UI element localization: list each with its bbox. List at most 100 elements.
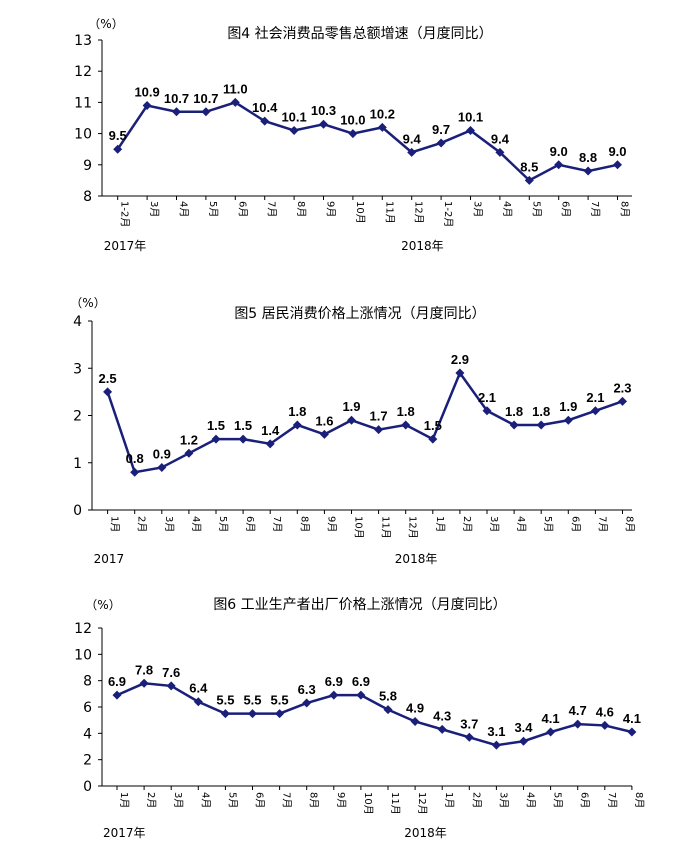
data-point	[491, 740, 501, 750]
x-tick-label: 8月	[633, 792, 645, 808]
data-label: 2.1	[478, 390, 496, 405]
x-tick-label: 8月	[619, 201, 631, 217]
y-tick-label: 11	[74, 95, 92, 111]
x-tick-label: 2月	[461, 516, 473, 532]
x-tick-label: 5月	[207, 201, 219, 217]
data-label: 10.2	[370, 106, 395, 121]
data-point	[428, 434, 438, 444]
x-tick-label: 12月	[413, 201, 425, 224]
data-point	[536, 420, 546, 430]
data-label: 0.8	[126, 451, 144, 466]
chart-title: 图5 居民消费价格上涨情况（月度同比）	[234, 306, 485, 322]
x-tick-label: 3月	[497, 792, 509, 808]
data-label: 3.4	[514, 720, 533, 735]
data-label: 5.5	[271, 693, 289, 708]
chart-title: 图4 社会消费品零售总额增速（月度同比）	[227, 26, 492, 42]
data-point	[289, 125, 299, 135]
x-tick-label: 9月	[325, 201, 337, 217]
x-tick-label: 11月	[389, 792, 401, 815]
x-tick-label: 6月	[254, 792, 266, 808]
data-label: 3.7	[460, 716, 478, 731]
data-point	[329, 690, 339, 700]
data-point	[509, 420, 519, 430]
x-tick-label: 6月	[579, 792, 591, 808]
x-tick-label: 7月	[596, 516, 608, 532]
data-point	[524, 175, 534, 185]
data-label: 10.0	[340, 113, 365, 128]
x-tick-label: 4月	[178, 201, 190, 217]
data-label: 1.7	[370, 409, 388, 424]
data-label: 9.0	[608, 144, 626, 159]
data-label: 6.4	[189, 681, 208, 696]
data-label: 2.3	[613, 380, 631, 395]
data-point	[193, 697, 203, 707]
year-label: 2017年	[104, 239, 147, 253]
x-tick-label: 1月	[443, 792, 455, 808]
data-label: 1.4	[261, 423, 280, 438]
data-point	[112, 690, 122, 700]
data-label: 10.9	[134, 85, 159, 100]
y-tick-label: 2	[83, 753, 92, 769]
x-tick-label: 3月	[488, 516, 500, 532]
data-label: 1.5	[234, 418, 252, 433]
data-point	[103, 387, 113, 397]
year-label: 2018年	[401, 239, 444, 253]
data-label: 3.1	[487, 724, 505, 739]
data-label: 10.4	[252, 100, 278, 115]
data-point	[166, 681, 176, 691]
series-line	[116, 682, 633, 747]
x-tick-label: 7月	[281, 792, 293, 808]
data-point	[275, 709, 285, 719]
data-label: 6.3	[298, 682, 316, 697]
x-tick-label: 6月	[244, 516, 256, 532]
y-tick-label: 4	[83, 726, 92, 742]
data-label: 10.3	[311, 103, 336, 118]
y-tick-label: 10	[74, 127, 92, 143]
chart-4: 图4 社会消费品零售总额增速（月度同比） （%） 8 9 10 11 12 13 1-2月 3月 4…	[74, 17, 632, 253]
y-tick-label: 12	[74, 64, 92, 80]
year-label: 2018年	[404, 826, 447, 840]
data-point	[292, 420, 302, 430]
data-point	[113, 144, 123, 154]
data-point	[466, 125, 475, 135]
x-tick-label: 6月	[236, 201, 248, 217]
data-point	[618, 396, 627, 406]
data-point	[319, 429, 329, 439]
data-point	[319, 119, 328, 129]
data-point	[600, 720, 610, 730]
data-point	[436, 138, 446, 148]
x-tick-label: 1月	[109, 516, 121, 532]
data-point	[157, 462, 167, 472]
data-point	[230, 97, 240, 107]
data-point	[437, 724, 447, 734]
x-tick-label: 1月	[434, 516, 446, 532]
data-label: 1.8	[532, 404, 550, 419]
year-label: 2017年	[103, 826, 146, 840]
data-label: 6.9	[325, 674, 343, 689]
data-label: 10.1	[458, 109, 483, 124]
data-label: 10.7	[193, 91, 218, 106]
x-tick-label: 2月	[470, 792, 482, 808]
data-point	[142, 101, 152, 111]
x-tick-label: 7月	[606, 792, 618, 808]
data-label: 1.8	[288, 404, 306, 419]
x-tick-label: 9月	[325, 516, 337, 532]
x-tick-label: 8月	[624, 516, 636, 532]
x-tick-label: 8月	[295, 201, 307, 217]
data-label: 10.1	[281, 109, 306, 124]
y-tick-label: 12	[74, 621, 92, 637]
data-point	[265, 439, 275, 449]
data-label: 7.8	[135, 662, 153, 677]
y-tick-label: 0	[83, 779, 92, 795]
data-label: 4.3	[433, 708, 451, 723]
data-point	[546, 727, 556, 737]
y-tick-label: 4	[73, 314, 82, 330]
data-label: 4.1	[542, 711, 560, 726]
data-point	[348, 129, 358, 139]
x-tick-label: 3月	[472, 201, 484, 217]
y-tick-label: 0	[73, 503, 82, 519]
y-unit-label: （%）	[85, 598, 120, 612]
data-label: 9.4	[403, 131, 422, 146]
data-label: 2.5	[99, 371, 117, 386]
data-point	[554, 160, 564, 170]
